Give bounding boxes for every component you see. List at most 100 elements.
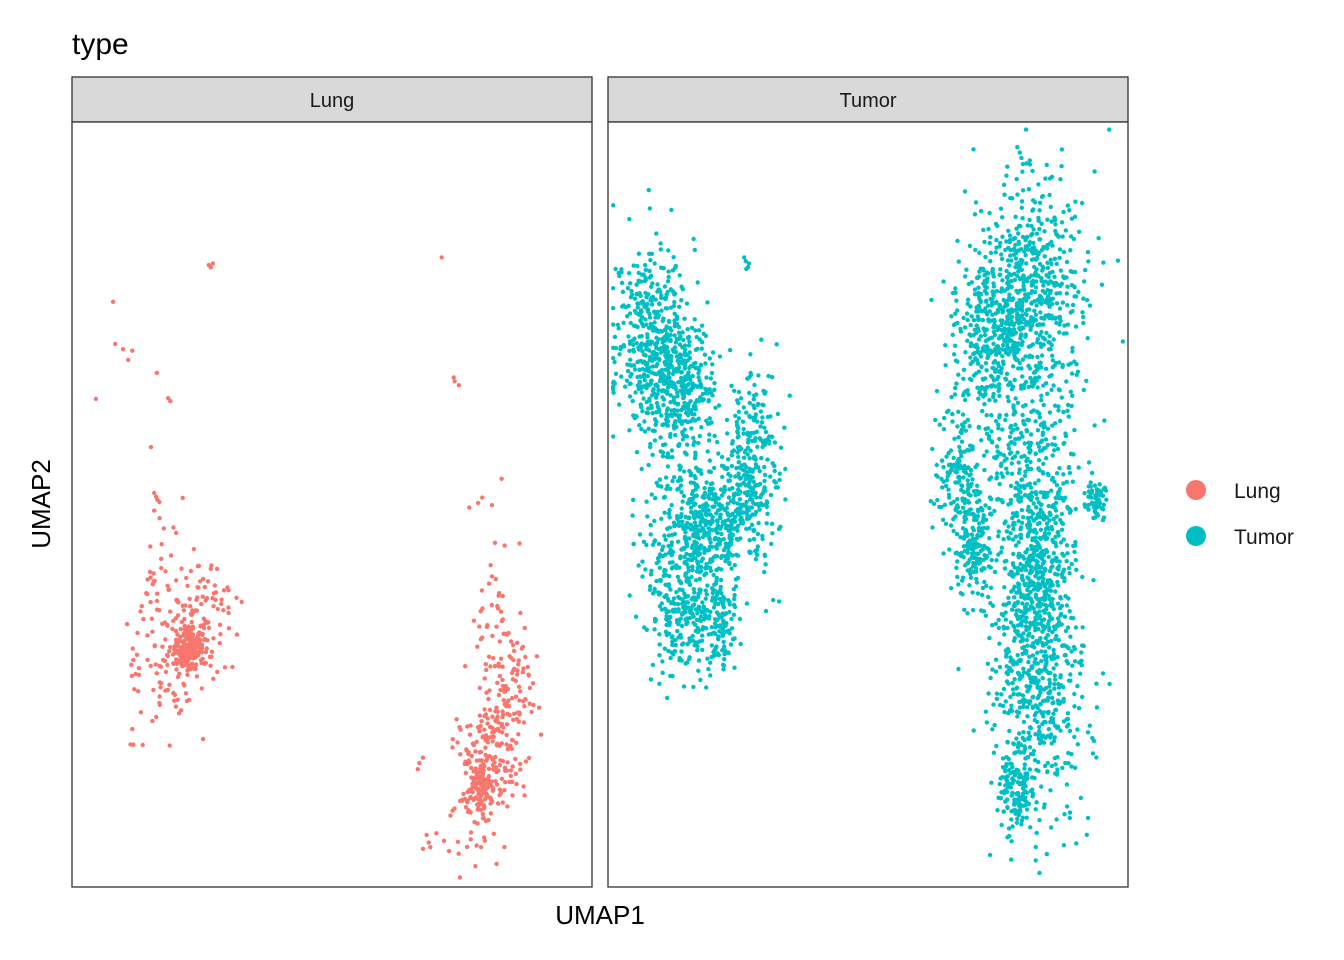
data-point bbox=[1037, 261, 1043, 267]
data-point bbox=[1015, 450, 1020, 455]
data-point bbox=[948, 523, 954, 528]
data-point bbox=[718, 524, 724, 530]
data-point bbox=[1032, 713, 1038, 718]
data-point bbox=[676, 401, 681, 406]
data-point bbox=[1100, 671, 1106, 676]
data-point bbox=[653, 395, 659, 400]
data-point bbox=[738, 475, 744, 481]
data-point bbox=[182, 616, 187, 622]
data-point bbox=[1049, 373, 1054, 378]
data-point bbox=[711, 572, 716, 578]
data-point bbox=[648, 321, 653, 327]
data-point bbox=[983, 348, 988, 354]
data-point bbox=[717, 542, 722, 547]
data-point bbox=[970, 607, 976, 613]
data-point bbox=[989, 413, 994, 418]
data-point bbox=[155, 591, 160, 596]
data-point bbox=[497, 673, 503, 679]
data-point bbox=[954, 565, 959, 571]
data-point bbox=[1016, 731, 1022, 736]
data-point bbox=[693, 347, 699, 352]
data-point bbox=[941, 479, 946, 484]
data-point bbox=[1090, 751, 1096, 756]
data-point bbox=[1027, 443, 1033, 448]
data-point bbox=[644, 499, 649, 504]
data-point bbox=[640, 559, 645, 564]
data-point bbox=[1038, 295, 1044, 300]
data-point bbox=[1050, 453, 1055, 458]
data-point bbox=[698, 519, 703, 525]
data-point bbox=[977, 556, 983, 562]
data-point bbox=[1007, 728, 1012, 734]
data-point bbox=[994, 289, 999, 294]
data-point bbox=[986, 691, 991, 696]
data-point bbox=[982, 328, 987, 333]
data-point bbox=[731, 388, 737, 393]
data-point bbox=[631, 349, 637, 354]
data-point bbox=[1002, 192, 1007, 197]
data-point bbox=[727, 551, 733, 557]
data-point bbox=[664, 593, 669, 598]
data-point bbox=[731, 526, 737, 531]
data-point bbox=[1092, 423, 1097, 428]
data-point bbox=[450, 737, 455, 742]
data-point bbox=[762, 464, 767, 470]
data-point bbox=[993, 348, 998, 354]
data-point bbox=[510, 764, 515, 769]
point-layer-tumor bbox=[611, 127, 1126, 876]
data-point bbox=[166, 587, 171, 592]
data-point bbox=[1017, 705, 1023, 710]
data-point bbox=[484, 794, 489, 799]
data-point bbox=[988, 585, 994, 590]
data-point bbox=[620, 304, 625, 309]
data-point bbox=[1064, 379, 1069, 384]
data-point bbox=[752, 393, 757, 398]
data-point bbox=[174, 667, 179, 672]
data-point bbox=[184, 575, 189, 581]
data-point bbox=[183, 634, 189, 639]
data-point bbox=[120, 347, 126, 352]
data-point bbox=[1069, 403, 1074, 409]
data-point bbox=[652, 309, 657, 314]
data-point bbox=[478, 781, 483, 786]
data-point bbox=[1059, 495, 1064, 501]
data-point bbox=[502, 768, 508, 773]
data-point bbox=[1059, 220, 1065, 225]
data-point bbox=[666, 370, 671, 375]
data-point bbox=[1050, 558, 1055, 563]
data-point bbox=[477, 728, 482, 733]
data-point bbox=[670, 364, 675, 370]
data-point bbox=[1072, 427, 1077, 433]
data-point bbox=[750, 438, 755, 444]
data-point bbox=[998, 240, 1003, 246]
data-point bbox=[673, 340, 679, 345]
data-point bbox=[682, 433, 687, 439]
data-point bbox=[652, 320, 657, 325]
data-point bbox=[736, 460, 741, 465]
data-point bbox=[1010, 511, 1016, 516]
data-point bbox=[628, 320, 633, 326]
data-point bbox=[1020, 188, 1026, 193]
data-point bbox=[1027, 158, 1033, 163]
data-point bbox=[203, 649, 209, 655]
data-point bbox=[1030, 704, 1036, 709]
data-point bbox=[482, 707, 487, 712]
data-point bbox=[976, 303, 981, 308]
data-point bbox=[173, 616, 178, 621]
data-point bbox=[984, 291, 989, 296]
data-point bbox=[1037, 208, 1042, 213]
data-point bbox=[1040, 510, 1045, 515]
data-point bbox=[1050, 475, 1056, 481]
data-point bbox=[762, 438, 768, 443]
data-point bbox=[776, 599, 782, 604]
data-point bbox=[708, 376, 713, 381]
data-point bbox=[182, 683, 187, 688]
data-point bbox=[625, 314, 630, 319]
data-point bbox=[628, 357, 633, 362]
data-point bbox=[1115, 258, 1121, 263]
data-point bbox=[415, 767, 420, 772]
data-point bbox=[1042, 494, 1048, 500]
data-point bbox=[1008, 195, 1013, 201]
data-point bbox=[494, 861, 499, 867]
data-point bbox=[1052, 403, 1058, 408]
